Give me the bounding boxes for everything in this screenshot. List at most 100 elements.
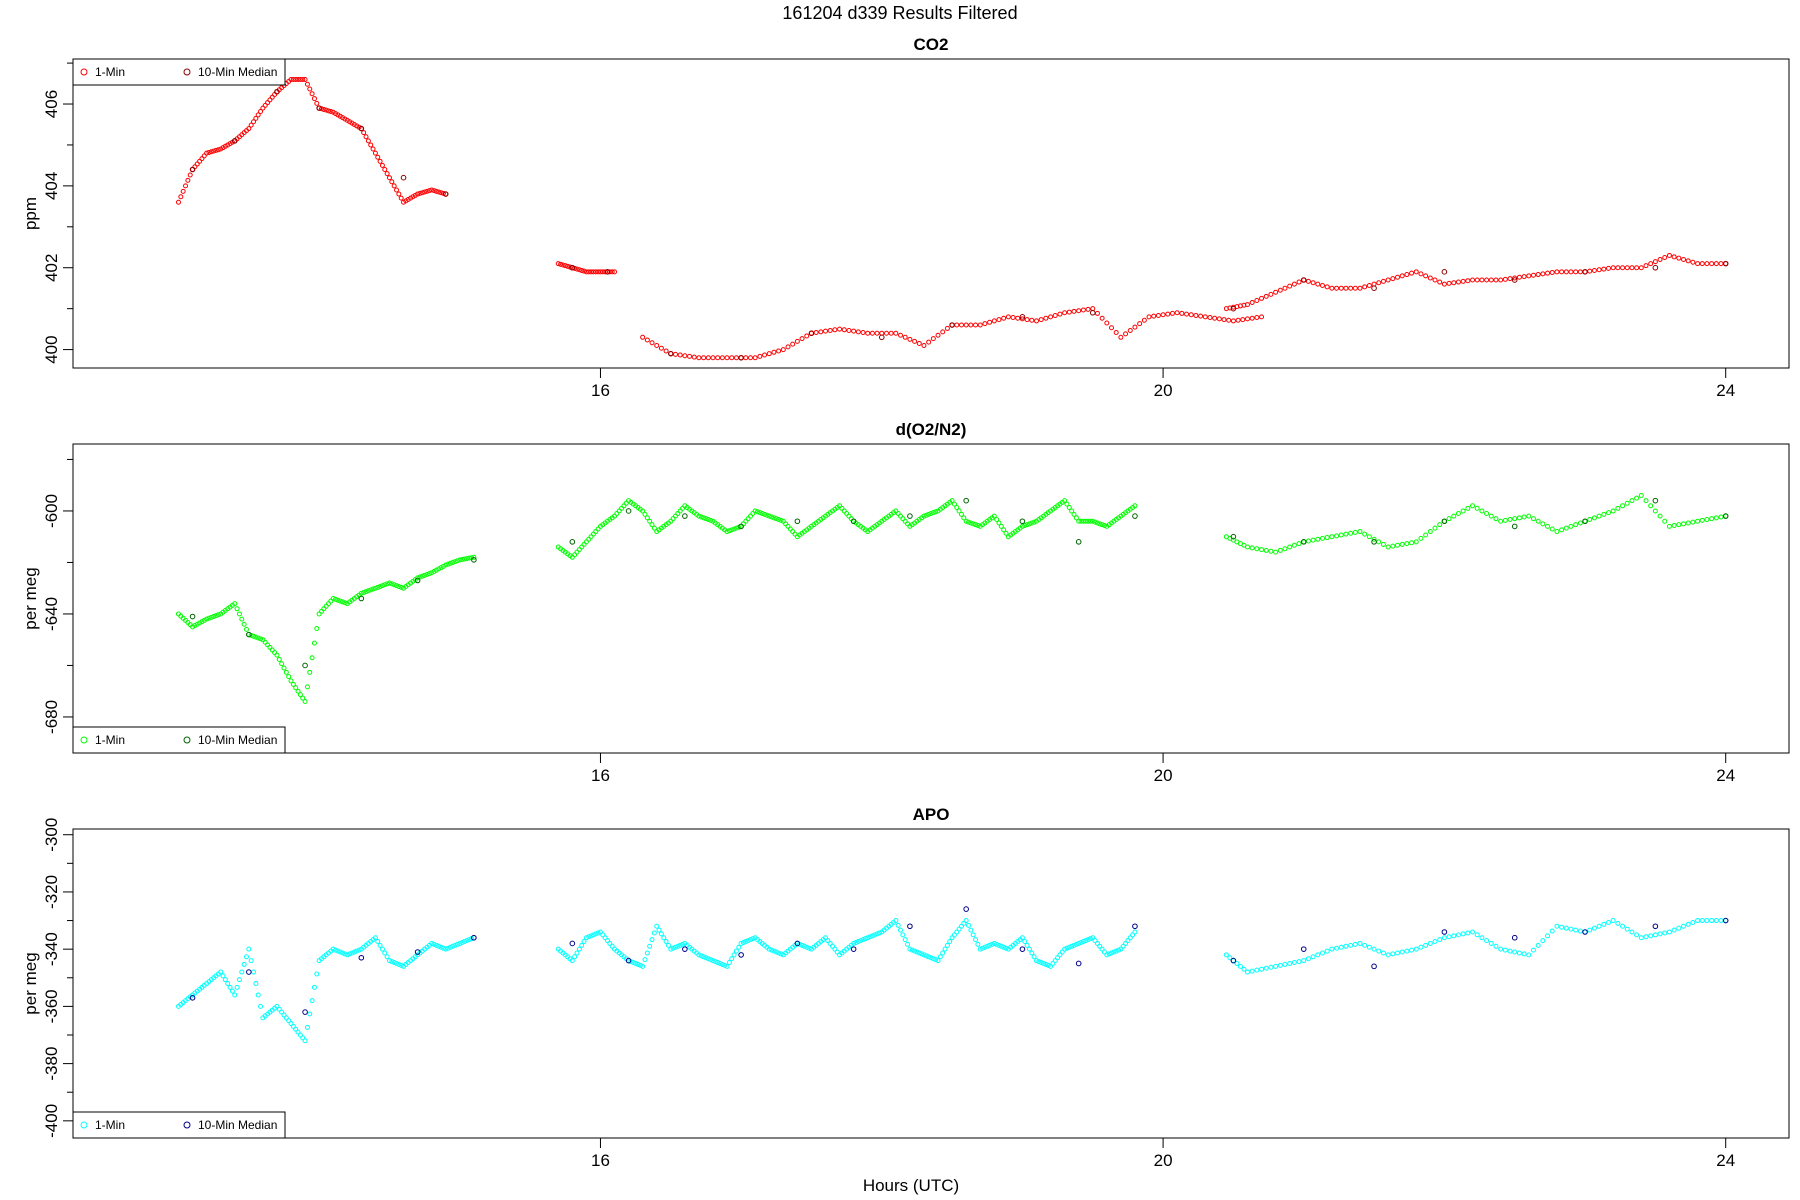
data-point — [1300, 946, 1307, 952]
data-point — [1587, 268, 1593, 274]
legend-label-median: 10-Min Median — [198, 65, 277, 79]
data-point — [443, 946, 449, 952]
data-point — [630, 960, 636, 966]
data-point — [1516, 274, 1522, 280]
data-point — [335, 597, 341, 603]
data-point — [778, 951, 784, 957]
data-point — [450, 559, 456, 565]
data-point — [311, 640, 317, 646]
data-point — [187, 172, 193, 178]
data-point — [1003, 530, 1009, 536]
data-point — [290, 76, 296, 82]
data-point — [1526, 273, 1532, 279]
data-point — [1662, 518, 1668, 524]
data-point — [342, 951, 348, 957]
data-point — [307, 86, 313, 92]
data-point — [966, 519, 972, 525]
data-point — [586, 934, 592, 940]
data-point — [701, 954, 707, 960]
data-point — [302, 76, 308, 82]
data-point — [850, 518, 857, 525]
data-point — [180, 188, 186, 194]
data-point — [996, 317, 1002, 323]
data-point — [703, 516, 709, 522]
data-point — [288, 76, 294, 82]
data-point — [445, 561, 451, 567]
data-point — [1446, 516, 1452, 522]
data-point — [773, 949, 779, 955]
data-point — [1685, 921, 1691, 927]
data-point — [919, 951, 925, 957]
data-point — [1099, 315, 1105, 321]
data-point — [1029, 317, 1035, 323]
data-point — [1160, 312, 1166, 318]
data-point — [1460, 508, 1466, 514]
data-point — [1549, 270, 1555, 276]
data-point — [705, 956, 711, 962]
data-point — [358, 125, 365, 132]
data-point — [869, 330, 875, 336]
data-point — [1076, 518, 1082, 524]
data-point — [239, 969, 245, 975]
data-point — [590, 269, 596, 275]
data-point — [1718, 918, 1724, 924]
data-point — [1638, 935, 1644, 941]
data-point — [743, 939, 749, 945]
data-point — [555, 261, 561, 267]
data-point — [752, 508, 758, 514]
data-point — [246, 946, 252, 952]
data-point — [1418, 271, 1424, 277]
data-point — [1465, 930, 1471, 936]
data-point — [574, 266, 580, 272]
data-point — [715, 355, 721, 361]
data-point — [189, 613, 196, 620]
data-point — [1019, 523, 1025, 529]
data-point — [973, 937, 979, 943]
data-point — [1026, 521, 1032, 527]
data-point — [396, 961, 402, 967]
data-point — [211, 148, 217, 154]
data-point — [651, 930, 657, 936]
data-point — [1676, 255, 1682, 261]
data-point — [316, 105, 322, 111]
y-tick-label: 400 — [42, 335, 61, 363]
data-point — [307, 669, 313, 675]
data-point — [1348, 530, 1354, 536]
data-point — [1559, 527, 1565, 533]
data-point — [1685, 520, 1691, 526]
data-point — [762, 352, 768, 358]
data-point — [321, 106, 327, 112]
data-point — [1179, 310, 1185, 316]
data-point — [1282, 546, 1288, 552]
data-point — [1062, 310, 1068, 316]
data-point — [1376, 948, 1382, 954]
data-point — [1097, 521, 1103, 527]
data-point — [293, 76, 299, 82]
data-point — [1423, 273, 1429, 279]
data-point — [1423, 532, 1429, 538]
data-point — [916, 340, 922, 346]
data-point — [794, 940, 801, 947]
data-point — [363, 134, 369, 140]
data-point — [998, 523, 1004, 529]
data-point — [682, 513, 688, 519]
data-point — [595, 269, 601, 275]
data-point — [1263, 965, 1269, 971]
data-point — [1559, 924, 1565, 930]
data-point — [1019, 946, 1026, 952]
data-point — [1273, 289, 1279, 295]
legend-box — [72, 58, 286, 86]
data-point — [246, 126, 252, 132]
data-point — [389, 581, 395, 587]
data-point — [314, 626, 320, 632]
data-point — [921, 342, 927, 348]
x-tick-label: 24 — [1716, 1151, 1735, 1170]
data-point — [1315, 281, 1321, 287]
data-point — [642, 511, 648, 517]
data-point — [1699, 261, 1705, 267]
data-point — [1488, 513, 1494, 519]
data-point — [785, 344, 791, 350]
legend-box — [72, 726, 286, 754]
panel-title: APO — [913, 805, 950, 824]
data-point — [1516, 515, 1522, 521]
